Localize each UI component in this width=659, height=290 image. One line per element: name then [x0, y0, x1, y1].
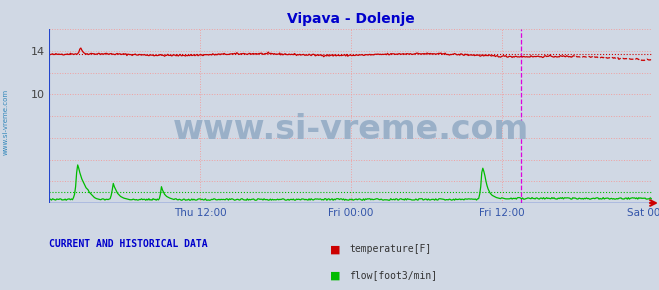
Title: Vipava - Dolenje: Vipava - Dolenje — [287, 12, 415, 26]
Text: flow[foot3/min]: flow[foot3/min] — [349, 271, 438, 280]
Text: ■: ■ — [330, 244, 340, 254]
Text: CURRENT AND HISTORICAL DATA: CURRENT AND HISTORICAL DATA — [49, 239, 208, 249]
Text: temperature[F]: temperature[F] — [349, 244, 432, 254]
Text: www.si-vreme.com: www.si-vreme.com — [173, 113, 529, 146]
Text: ■: ■ — [330, 271, 340, 280]
Text: www.si-vreme.com: www.si-vreme.com — [2, 89, 9, 155]
